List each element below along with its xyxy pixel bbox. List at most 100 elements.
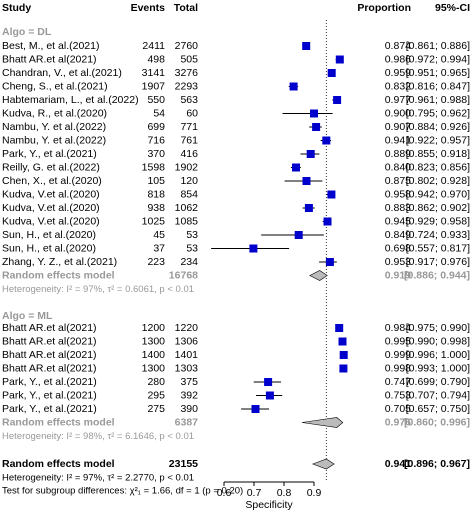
proportion: 0.995 xyxy=(385,335,411,347)
total: 1085 xyxy=(175,215,199,227)
proportion: 0.999 xyxy=(385,349,411,361)
study-name: Bhatt AR.et al(2021) xyxy=(2,335,97,347)
x-tick-label: 0.6 xyxy=(217,487,232,499)
point-estimate xyxy=(302,42,311,50)
events: 54 xyxy=(153,107,165,119)
total: 2293 xyxy=(175,80,199,92)
header-events: Events xyxy=(131,2,166,14)
study-name: Park, Y., et al.(2021) xyxy=(2,389,97,401)
study-name: Bhatt AR.et al(2021) xyxy=(2,322,97,334)
model-total: 6387 xyxy=(175,416,199,428)
ci: [0.993; 1.000] xyxy=(406,362,470,374)
point-estimate xyxy=(312,123,321,131)
ci: [0.951; 0.965] xyxy=(406,67,470,79)
events: 938 xyxy=(147,202,165,214)
proportion: 0.998 xyxy=(385,362,411,374)
model-ci: [0.860; 0.996] xyxy=(404,416,470,428)
total: 761 xyxy=(180,134,198,146)
proportion: 0.959 xyxy=(385,67,411,79)
proportion: 0.907 xyxy=(385,121,411,133)
point-estimate xyxy=(333,96,342,104)
ci: [0.802; 0.928] xyxy=(406,175,470,187)
events: 295 xyxy=(147,389,165,401)
events: 223 xyxy=(147,256,165,268)
model-label: Random effects model xyxy=(2,269,115,281)
proportion: 0.698 xyxy=(385,242,411,254)
events: 45 xyxy=(153,229,165,241)
events: 1300 xyxy=(142,335,166,347)
point-estimate xyxy=(339,351,348,359)
summary-diamond xyxy=(311,458,335,470)
model-total: 16768 xyxy=(169,269,198,281)
point-estimate xyxy=(322,136,331,145)
group-label: Algo = ML xyxy=(2,310,53,322)
study-name: Nambu, Y. et al.(2022) xyxy=(2,134,106,146)
study-name: Habtemariam, L., et al.(2022) xyxy=(2,94,139,106)
header-ci: 95%-CI xyxy=(435,2,470,14)
point-estimate xyxy=(335,324,344,332)
study-name: Park, Y., et al.(2021) xyxy=(2,376,97,388)
point-estimate xyxy=(302,177,311,185)
total: 120 xyxy=(180,175,198,187)
proportion: 0.883 xyxy=(385,202,411,214)
events: 1598 xyxy=(142,161,166,173)
ci: [0.929; 0.958] xyxy=(406,215,470,227)
proportion: 0.832 xyxy=(385,80,411,92)
study-name: Park, Y., et al.(2021) xyxy=(2,403,97,415)
point-estimate xyxy=(335,55,344,64)
events: 1200 xyxy=(142,322,166,334)
total: 390 xyxy=(180,403,198,415)
ci: [0.922; 0.957] xyxy=(406,134,470,146)
study-name: Cheng, S., et al.(2021) xyxy=(2,80,108,92)
events: 498 xyxy=(147,53,165,65)
point-estimate xyxy=(294,231,303,239)
x-axis-label: Specificity xyxy=(245,499,293,511)
total: 3276 xyxy=(175,67,199,79)
total: 234 xyxy=(180,256,198,268)
x-tick-label: 0.8 xyxy=(277,487,292,499)
ci: [0.884; 0.926] xyxy=(406,121,470,133)
point-estimate xyxy=(327,190,336,199)
summary-diamond xyxy=(301,417,344,428)
ci: [0.699; 0.790] xyxy=(406,376,470,388)
events: 275 xyxy=(147,403,165,415)
ci: [0.657; 0.750] xyxy=(406,403,470,415)
events: 370 xyxy=(147,148,165,160)
point-estimate xyxy=(251,405,260,413)
ci: [0.795; 0.962] xyxy=(406,107,470,119)
ci: [0.861; 0.886] xyxy=(406,40,470,52)
heterogeneity: Heterogeneity: I² = 98%, τ² = 6.1646, p … xyxy=(2,431,194,442)
study-name: Chen, X., et al.(2020) xyxy=(2,175,102,187)
subgroup-test: Test for subgroup differences: χ²₁ = 1.6… xyxy=(2,486,243,497)
model-label: Random effects model xyxy=(2,416,115,428)
proportion: 0.747 xyxy=(385,376,411,388)
total: 1306 xyxy=(175,335,199,347)
proportion: 0.849 xyxy=(385,229,411,241)
heterogeneity: Heterogeneity: I² = 97%, τ² = 2.2770, p … xyxy=(2,473,194,484)
proportion: 0.958 xyxy=(385,188,411,200)
total: 1902 xyxy=(175,161,199,173)
study-name: Chandran, V., et al.(2021) xyxy=(2,67,122,79)
ci: [0.996; 1.000] xyxy=(406,349,470,361)
proportion: 0.941 xyxy=(385,134,411,146)
events: 3141 xyxy=(142,67,166,79)
events: 1400 xyxy=(142,349,166,361)
proportion: 0.840 xyxy=(385,161,411,173)
point-estimate xyxy=(325,258,334,266)
point-estimate xyxy=(292,163,300,172)
total: 2760 xyxy=(175,40,199,52)
point-estimate xyxy=(339,364,348,373)
total: 392 xyxy=(180,389,198,401)
study-name: Kudva, V.et al.(2020) xyxy=(2,188,100,200)
x-tick-label: 0.9 xyxy=(307,487,322,499)
point-estimate xyxy=(264,378,273,386)
model-proportion: 0.941 xyxy=(385,458,411,470)
proportion: 0.874 xyxy=(385,40,411,52)
summary-diamond xyxy=(309,270,328,281)
study-name: Kudva, V.et al.(2020) xyxy=(2,202,100,214)
model-proportion: 0.976 xyxy=(385,416,411,428)
ci: [0.816; 0.847] xyxy=(406,80,470,92)
ci: [0.942; 0.970] xyxy=(406,188,470,200)
ci: [0.975; 0.990] xyxy=(406,322,470,334)
